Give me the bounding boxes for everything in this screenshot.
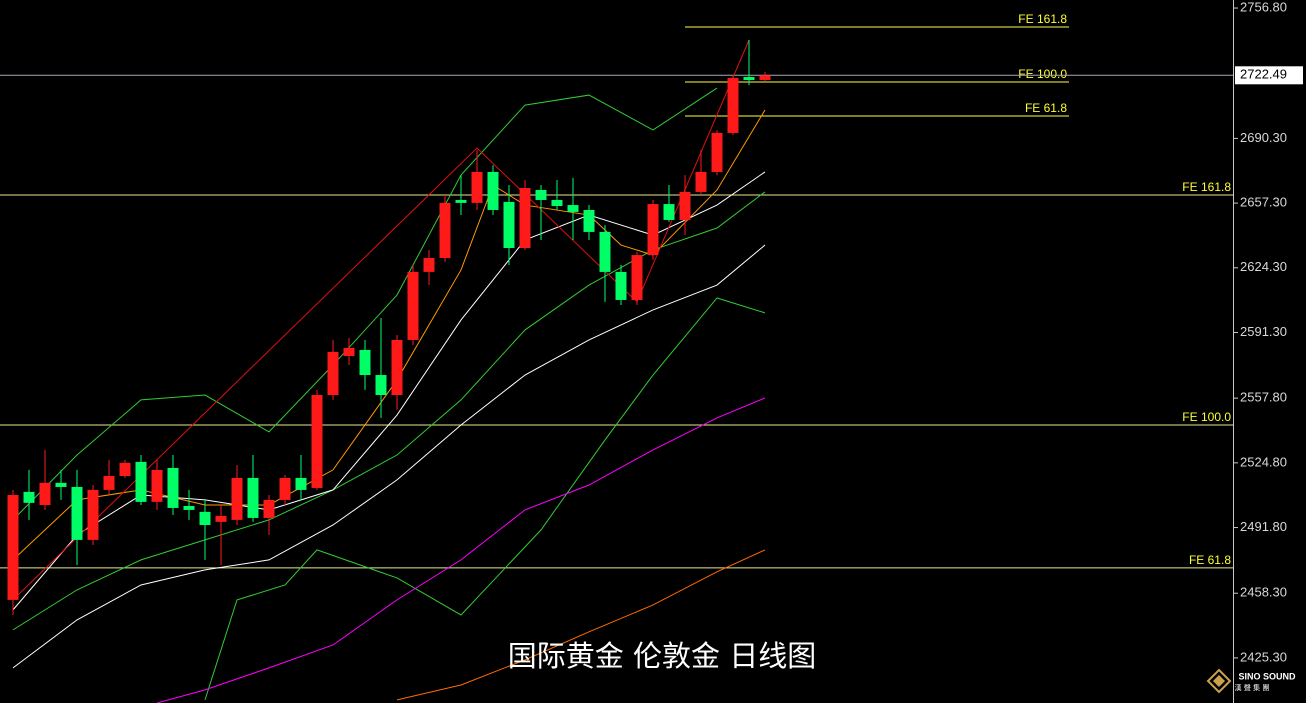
y-tick-label: 2756.80 xyxy=(1240,0,1287,14)
candle-body xyxy=(55,482,67,487)
level-label: FE 161.8 xyxy=(1182,180,1231,194)
indicator-line xyxy=(12,87,718,521)
y-tick-label: 2524.80 xyxy=(1240,454,1287,469)
candle-body xyxy=(199,511,211,525)
candle-body xyxy=(599,231,611,272)
logo: SINO SOUND 漢 聲 集 團 xyxy=(1206,668,1296,694)
y-tick-label: 2624.30 xyxy=(1240,259,1287,274)
level-label: FE 161.8 xyxy=(1018,12,1067,26)
candle-body xyxy=(183,505,195,510)
candle-body xyxy=(759,75,771,80)
candle-body xyxy=(327,351,339,396)
indicator-line xyxy=(156,397,766,703)
level-label: FE 61.8 xyxy=(1189,553,1231,567)
candle-body xyxy=(583,209,595,232)
candle-body xyxy=(295,477,307,490)
trend-line xyxy=(12,39,750,601)
candle-body xyxy=(167,467,179,508)
y-tick-label: 2491.80 xyxy=(1240,519,1287,534)
indicator-line xyxy=(204,297,766,701)
candle-body xyxy=(647,204,659,256)
candle-body xyxy=(247,477,259,518)
candle-body xyxy=(519,188,531,248)
y-tick-label: 2657.30 xyxy=(1240,195,1287,210)
candle-body xyxy=(231,477,243,520)
candle-body xyxy=(279,477,291,500)
candle-body xyxy=(695,171,707,192)
candle-body xyxy=(615,271,627,300)
candle-body xyxy=(727,78,739,133)
y-tick-label: 2690.30 xyxy=(1240,130,1287,145)
logo-name: SINO SOUND xyxy=(1238,671,1296,681)
level-label: FE 100.0 xyxy=(1018,67,1067,81)
candle-body xyxy=(391,339,403,396)
candle-body xyxy=(311,395,323,488)
chart-title: 国际黄金 伦敦金 日线图 xyxy=(508,639,816,673)
logo-subtitle: 漢 聲 集 團 xyxy=(1235,683,1270,692)
candle-body xyxy=(135,461,147,502)
indicator-line xyxy=(12,244,766,669)
last-price-box xyxy=(1235,66,1303,85)
candle-body xyxy=(215,515,227,522)
candle-body xyxy=(471,171,483,203)
candle-body xyxy=(711,132,723,172)
candle-body xyxy=(679,191,691,220)
candle-body xyxy=(375,375,387,396)
candle-body xyxy=(151,469,163,502)
y-tick-label: 2557.80 xyxy=(1240,390,1287,405)
y-tick-label: 2425.30 xyxy=(1240,649,1287,664)
candle-body xyxy=(23,491,35,503)
candle-body xyxy=(407,271,419,340)
candle-body xyxy=(39,482,51,505)
logo-icon-inner xyxy=(1213,675,1225,687)
last-price-label: 2722.49 xyxy=(1240,67,1287,82)
candle-body xyxy=(487,171,499,210)
candle-body xyxy=(439,202,451,258)
y-tick-label: 2458.30 xyxy=(1240,585,1287,600)
candle-body xyxy=(7,495,19,600)
candle-body xyxy=(71,486,83,540)
candle-body xyxy=(551,199,563,207)
candle-body xyxy=(359,349,371,376)
candle-body xyxy=(567,205,579,212)
y-tick-label: 2591.30 xyxy=(1240,324,1287,339)
candle-body xyxy=(263,499,275,518)
candle-body xyxy=(87,489,99,540)
candle-body xyxy=(743,77,755,80)
candle-body xyxy=(503,201,515,248)
candle-body xyxy=(663,204,675,220)
indicator-line xyxy=(396,549,766,701)
candle-body xyxy=(455,199,467,203)
candle-body xyxy=(631,255,643,300)
candle-body xyxy=(103,475,115,490)
candle-body xyxy=(535,189,547,200)
logo-icon xyxy=(1206,668,1232,694)
plot-area: FE 161.8 FE 100.0 FE 61.8 FE 161.8 FE 100.0 F… xyxy=(0,12,1233,703)
level-label: FE 100.0 xyxy=(1182,410,1231,424)
candle-body xyxy=(343,347,355,357)
candle-body xyxy=(119,462,131,476)
candle-body xyxy=(423,257,435,272)
level-label: FE 61.8 xyxy=(1025,101,1067,115)
